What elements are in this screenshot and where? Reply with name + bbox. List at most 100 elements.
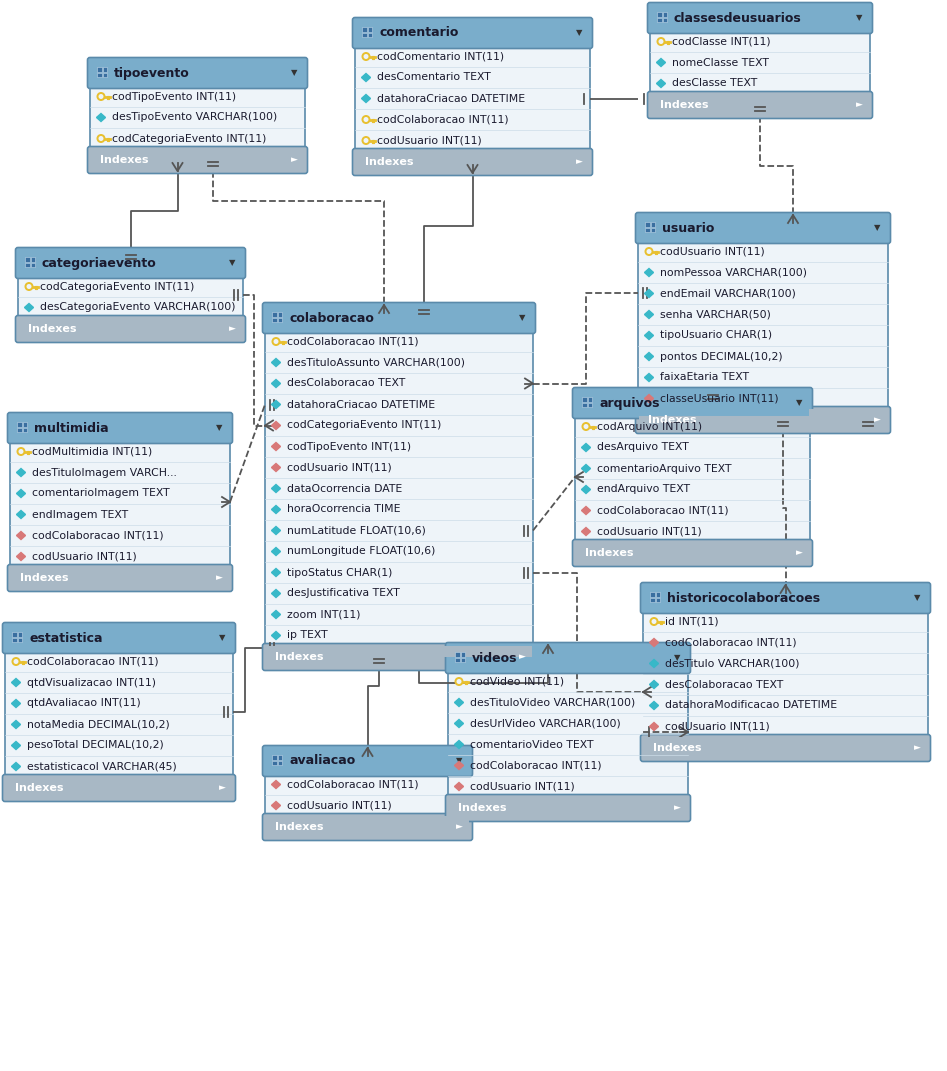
Bar	[650, 31, 870, 94]
Bar	[588, 403, 592, 407]
Bar	[30, 257, 35, 261]
Text: Indexes: Indexes	[100, 155, 149, 165]
Bar	[266, 816, 469, 827]
FancyBboxPatch shape	[87, 58, 308, 89]
Circle shape	[364, 54, 368, 59]
Bar	[650, 592, 654, 597]
Text: Indexes: Indexes	[275, 823, 324, 832]
Text: codComentario INT(11): codComentario INT(11)	[377, 51, 504, 61]
Text: ►: ►	[219, 784, 225, 793]
Polygon shape	[272, 589, 280, 598]
Text: comentarioImagem TEXT: comentarioImagem TEXT	[32, 488, 170, 498]
Text: categoriaevento: categoriaevento	[42, 256, 157, 270]
Polygon shape	[272, 632, 280, 639]
Polygon shape	[455, 761, 463, 769]
Polygon shape	[645, 394, 653, 403]
Circle shape	[11, 657, 21, 666]
Polygon shape	[11, 699, 21, 708]
Text: comentarioVideo TEXT: comentarioVideo TEXT	[470, 739, 594, 750]
Polygon shape	[645, 352, 653, 361]
Bar	[651, 18, 869, 31]
Circle shape	[19, 449, 24, 454]
Polygon shape	[272, 359, 280, 366]
Bar	[651, 94, 869, 105]
Text: ►: ►	[914, 743, 920, 753]
Bar	[10, 441, 230, 567]
Text: desArquivo TEXT: desArquivo TEXT	[597, 442, 688, 453]
Bar	[576, 542, 809, 553]
Circle shape	[364, 117, 368, 122]
FancyBboxPatch shape	[8, 564, 233, 591]
Text: multimidia: multimidia	[34, 422, 109, 435]
Polygon shape	[16, 531, 26, 540]
Text: desComentario TEXT: desComentario TEXT	[377, 73, 491, 82]
Bar	[355, 46, 590, 151]
Text: desTitulo VARCHAR(100): desTitulo VARCHAR(100)	[665, 659, 799, 668]
FancyBboxPatch shape	[445, 795, 690, 821]
Text: codColaboracao INT(11): codColaboracao INT(11)	[27, 657, 159, 666]
Text: ip TEXT: ip TEXT	[287, 631, 328, 640]
Text: id INT(11): id INT(11)	[665, 617, 719, 627]
Circle shape	[98, 136, 103, 141]
Bar	[639, 228, 887, 241]
Polygon shape	[581, 507, 591, 514]
Bar	[277, 312, 282, 317]
FancyBboxPatch shape	[87, 147, 308, 174]
Polygon shape	[11, 741, 21, 750]
Circle shape	[650, 617, 658, 627]
Text: codColaboracao INT(11): codColaboracao INT(11)	[665, 637, 796, 648]
Polygon shape	[645, 332, 653, 340]
FancyBboxPatch shape	[8, 412, 233, 443]
Text: codCategoriaEvento INT(11): codCategoriaEvento INT(11)	[287, 421, 441, 431]
Text: codClasse INT(11): codClasse INT(11)	[672, 36, 771, 46]
Circle shape	[13, 659, 19, 664]
Bar	[588, 397, 592, 402]
Circle shape	[97, 92, 105, 101]
Text: pesoTotal DECIMAL(10,2): pesoTotal DECIMAL(10,2)	[27, 740, 164, 751]
Bar	[11, 567, 229, 578]
FancyBboxPatch shape	[352, 17, 593, 48]
Bar	[18, 276, 243, 318]
Bar	[645, 228, 650, 232]
Bar	[277, 755, 282, 759]
Bar	[663, 12, 668, 16]
Bar	[266, 318, 532, 331]
Polygon shape	[25, 303, 33, 312]
Bar	[18, 632, 22, 636]
Polygon shape	[272, 527, 280, 534]
Text: codCategoriaEvento INT(11): codCategoriaEvento INT(11)	[112, 134, 266, 144]
FancyBboxPatch shape	[15, 316, 245, 343]
Bar	[265, 774, 470, 816]
Text: avaliacao: avaliacao	[289, 754, 355, 768]
Text: pontos DECIMAL(10,2): pontos DECIMAL(10,2)	[660, 351, 782, 362]
Bar	[460, 658, 465, 662]
Text: desTituloVideo VARCHAR(100): desTituloVideo VARCHAR(100)	[470, 697, 635, 708]
Text: ►: ►	[855, 101, 863, 109]
Text: codColaboracao INT(11): codColaboracao INT(11)	[470, 760, 601, 770]
Text: ▼: ▼	[795, 398, 802, 407]
Bar	[657, 18, 662, 22]
Polygon shape	[645, 269, 653, 276]
Text: ►: ►	[291, 155, 297, 165]
Polygon shape	[272, 506, 280, 513]
Text: ▼: ▼	[874, 224, 881, 232]
Text: ►: ►	[795, 548, 802, 558]
Polygon shape	[656, 79, 666, 88]
FancyBboxPatch shape	[352, 149, 593, 176]
Polygon shape	[645, 289, 653, 298]
Bar	[12, 632, 16, 636]
Text: comentarioArquivo TEXT: comentarioArquivo TEXT	[597, 464, 731, 473]
Text: ▼: ▼	[914, 593, 920, 603]
Text: codColaboracao INT(11): codColaboracao INT(11)	[287, 336, 419, 347]
Bar	[6, 638, 232, 651]
Bar	[23, 422, 27, 426]
Text: tipoevento: tipoevento	[114, 66, 189, 79]
Polygon shape	[272, 781, 280, 788]
Bar	[582, 397, 586, 402]
Circle shape	[98, 94, 103, 99]
Circle shape	[25, 282, 33, 291]
Text: codColaboracao INT(11): codColaboracao INT(11)	[287, 780, 419, 789]
FancyBboxPatch shape	[3, 774, 236, 801]
FancyBboxPatch shape	[445, 643, 690, 674]
Bar	[90, 86, 305, 149]
